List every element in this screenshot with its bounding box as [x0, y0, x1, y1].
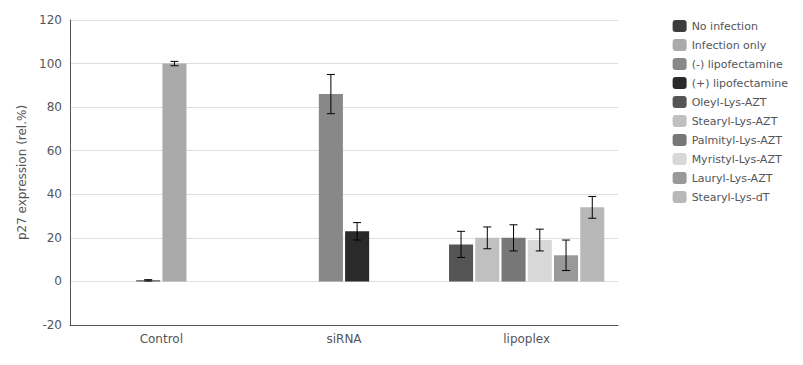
- svg-text:100: 100: [39, 57, 62, 71]
- svg-text:40: 40: [47, 187, 62, 201]
- svg-text:Palmityl-Lys-AZT: Palmityl-Lys-AZT: [692, 134, 783, 147]
- svg-text:Stearyl-Lys-AZT: Stearyl-Lys-AZT: [692, 115, 778, 128]
- svg-text:80: 80: [47, 100, 62, 114]
- svg-text:Stearyl-Lys-dT: Stearyl-Lys-dT: [692, 191, 770, 204]
- svg-text:20: 20: [47, 231, 62, 245]
- svg-text:120: 120: [39, 13, 62, 27]
- svg-text:siRNA: siRNA: [326, 332, 362, 346]
- svg-text:lipoplex: lipoplex: [503, 332, 550, 346]
- svg-text:p27 expression (rel.%): p27 expression (rel.%): [15, 105, 29, 240]
- svg-text:-20: -20: [42, 318, 62, 332]
- svg-text:0: 0: [54, 274, 62, 288]
- svg-text:(-) lipofectamine: (-) lipofectamine: [692, 58, 783, 71]
- svg-text:Control: Control: [140, 332, 183, 346]
- svg-text:60: 60: [47, 144, 62, 158]
- svg-text:No infection: No infection: [692, 20, 758, 33]
- svg-text:(+) lipofectamine: (+) lipofectamine: [692, 77, 789, 90]
- svg-text:Lauryl-Lys-AZT: Lauryl-Lys-AZT: [692, 172, 773, 185]
- svg-text:Infection only: Infection only: [692, 39, 767, 52]
- svg-text:Oleyl-Lys-AZT: Oleyl-Lys-AZT: [692, 96, 767, 109]
- svg-text:Myristyl-Lys-AZT: Myristyl-Lys-AZT: [692, 153, 782, 166]
